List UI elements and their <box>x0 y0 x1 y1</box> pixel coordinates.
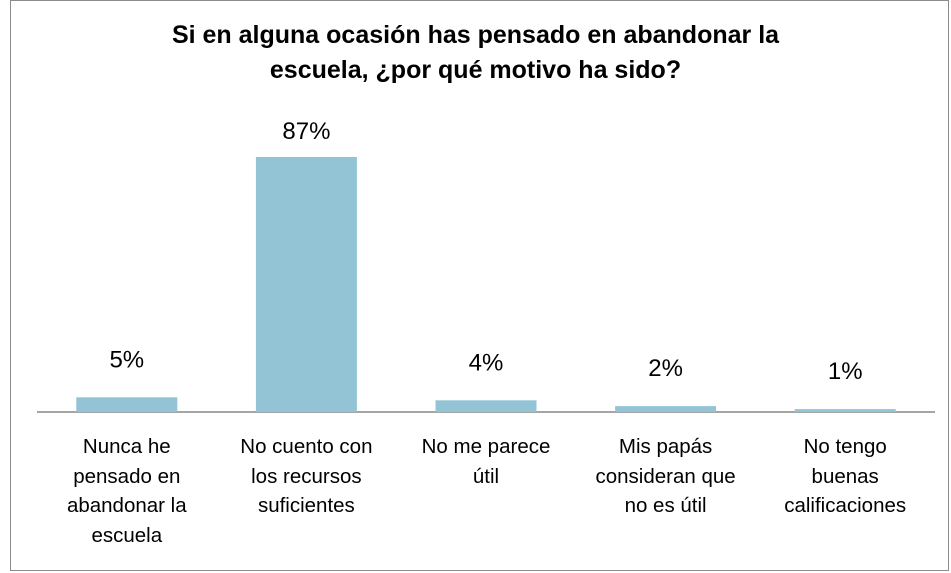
bar-2 <box>255 157 357 412</box>
category-label-line: no es útil <box>624 494 707 517</box>
category-label-line: Mis papás <box>618 435 713 458</box>
data-label-4: 2% <box>648 355 683 382</box>
category-label-line: No cuento con <box>240 435 373 458</box>
chart-frame <box>10 0 949 571</box>
category-label-5: No tengo buenas calificaciones <box>759 432 931 521</box>
category-label-line: escuela <box>91 523 163 547</box>
category-label-line: abandonar la <box>66 494 187 517</box>
category-label-line: No me parece <box>421 435 551 458</box>
data-label-3: 4% <box>469 349 504 376</box>
category-label-1: Nunca he pensado en abandonar la escuela <box>41 432 213 550</box>
category-label-line: No tengo <box>803 435 887 458</box>
category-label-line: los recursos <box>251 464 362 488</box>
category-label-4: Mis papás consideran que no es útil <box>580 432 752 521</box>
chart-title-line-1: Si en alguna ocasión has pensado en aban… <box>171 21 780 49</box>
data-label-1: 5% <box>109 346 144 373</box>
category-label-line: pensado en <box>73 464 181 488</box>
category-label-line: buenas <box>811 464 879 488</box>
chart-title-line-2: escuela, ¿por qué motivo ha sido? <box>269 56 682 84</box>
data-label-5: 1% <box>828 358 863 385</box>
category-label-line: suficientes <box>257 494 355 517</box>
category-label-line: Nunca he <box>82 435 171 458</box>
category-label-line: consideran que <box>595 464 736 488</box>
bar-4 <box>615 406 717 412</box>
bar-5 <box>794 409 896 412</box>
bar-1 <box>76 397 178 412</box>
bar-3 <box>435 400 537 412</box>
category-label-2: No cuento con los recursos suficientes <box>220 432 392 521</box>
category-label-3: No me parece útil <box>400 432 572 491</box>
data-label-2: 87% <box>282 118 330 145</box>
category-label-line: útil <box>472 464 500 488</box>
chart-title: Si en alguna ocasión has pensado en aban… <box>0 18 951 88</box>
category-label-line: calificaciones <box>784 494 907 517</box>
